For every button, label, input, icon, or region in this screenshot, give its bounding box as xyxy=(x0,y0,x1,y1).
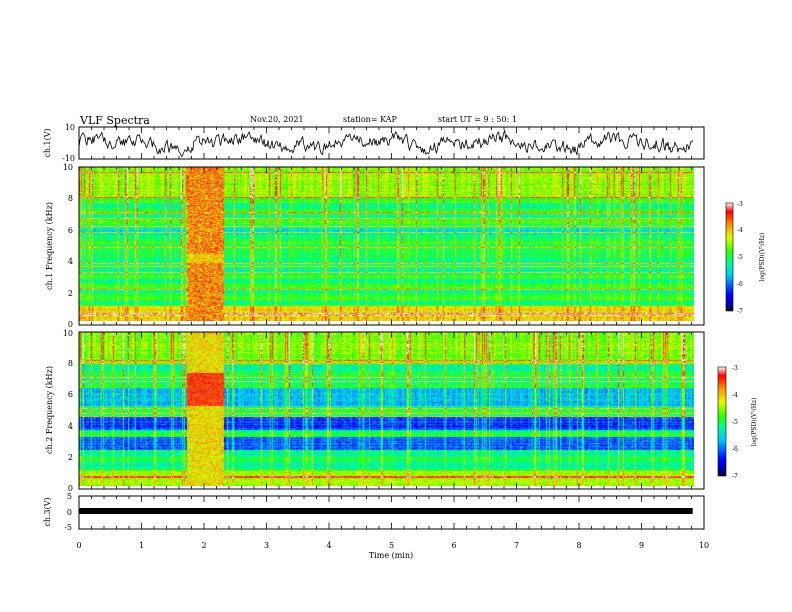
ylabel-ch1-waveform: ch.1(V) xyxy=(43,128,52,157)
station-label: station= KAP xyxy=(343,115,398,124)
ytick-ch1-8: 8 xyxy=(68,194,73,203)
colorbar-ch1-label: log(PSD)(V²/Hz) xyxy=(759,233,766,282)
colorbar-ch2-tick: -6 xyxy=(732,446,738,453)
colorbar-ch1-tick: -4 xyxy=(737,227,743,234)
spectrogram-ch2-image xyxy=(79,332,694,486)
ytick-ch1-0: 0 xyxy=(68,320,73,329)
ytick-ch1-4: 4 xyxy=(68,257,73,266)
date-label: Nov.20, 2021 xyxy=(250,115,304,124)
x-tick-label: 4 xyxy=(326,541,331,550)
ytick-ch1-6: 6 xyxy=(68,226,73,235)
ylabel-ch1-frequency: ch.1 Frequency (kHz) xyxy=(45,202,54,290)
waveform-ch3-ticks xyxy=(78,496,705,529)
ytick-ch2-0: 0 xyxy=(68,484,73,493)
x-tick-label: 1 xyxy=(139,541,144,550)
ytick-ch1-top: 10 xyxy=(65,123,75,132)
colorbar-ch1-tick: -3 xyxy=(737,201,743,208)
colorbar-ch1-tick: -7 xyxy=(737,308,743,315)
colorbar-ch2-tick: -7 xyxy=(732,473,738,480)
x-tick-label: 2 xyxy=(201,541,206,550)
colorbar-ch2-label: log(PSD)(V²/Hz) xyxy=(751,398,758,447)
colorbar-ch2: -3 -4 -5 -6 -7 log(PSD)(V²/Hz) xyxy=(717,365,758,480)
waveform-ch3-panel: 5 0 -5 ch.3(V) 0 1 2 3 4 5 6 7 8 9 10 Time (min) xyxy=(43,492,709,560)
colorbar-ch1: -3 -4 -5 -6 -7 log(PSD)(V²/Hz) xyxy=(725,201,766,315)
ytick-ch3-mid: 0 xyxy=(67,508,72,517)
ytick-ch1-bottom: -10 xyxy=(62,154,75,163)
colorbar-ch2-tick: -3 xyxy=(732,365,738,372)
ytick-ch3-bottom: -5 xyxy=(64,523,72,532)
spectrogram-ch1-image xyxy=(79,167,694,321)
x-tick-label: 3 xyxy=(264,541,269,550)
ytick-ch2-2: 2 xyxy=(68,453,73,462)
ytick-ch2-8: 8 xyxy=(68,359,73,368)
x-axis-label: Time (min) xyxy=(369,551,413,560)
waveform-ch3-trace xyxy=(79,508,693,514)
x-tick-labels: 0 1 2 3 4 5 6 7 8 9 10 xyxy=(76,541,709,550)
ytick-ch2-10: 10 xyxy=(63,329,73,338)
colorbar-ch1-tick: -6 xyxy=(737,281,743,288)
spectrogram-ch1-panel: 0 2 4 6 8 10 ch.1 Frequency (kHz) -3 -4 … xyxy=(45,163,766,329)
ytick-ch1-2: 2 xyxy=(68,289,73,298)
waveform-ch1-line xyxy=(78,130,694,158)
ylabel-ch2-frequency: ch.2 Frequency (kHz) xyxy=(45,366,54,454)
x-tick-label: 7 xyxy=(514,541,519,550)
x-tick-label: 0 xyxy=(76,541,81,550)
ytick-ch3-top: 5 xyxy=(67,492,72,501)
ytick-ch1-10: 10 xyxy=(63,163,73,172)
colorbar-ch1-gradient xyxy=(725,202,734,312)
colorbar-ch2-tick: -5 xyxy=(732,419,738,426)
x-tick-label: 8 xyxy=(576,541,581,550)
spectrogram-ch2-ticks xyxy=(78,332,705,489)
colorbar-ch2-tick: -4 xyxy=(732,392,738,399)
ytick-ch2-6: 6 xyxy=(68,390,73,399)
chart-title: VLF Spectra xyxy=(79,114,150,127)
start-time-label: start UT = 9 : 50: 1 xyxy=(438,115,517,124)
x-tick-label: 6 xyxy=(451,541,456,550)
ytick-ch2-4: 4 xyxy=(68,422,73,431)
x-tick-label: 10 xyxy=(699,541,709,550)
ylabel-ch3-waveform: ch.3(V) xyxy=(43,497,52,526)
colorbar-ch2-gradient xyxy=(717,366,727,477)
colorbar-ch1-tick: -5 xyxy=(737,254,743,261)
waveform-ch1-panel: 10 -10 ch.1(V) xyxy=(43,123,705,163)
x-tick-label: 9 xyxy=(639,541,644,550)
spectrogram-ch1-ticks xyxy=(78,167,705,325)
waveform-ch1-ticks xyxy=(78,127,705,159)
x-tick-label: 5 xyxy=(389,541,394,550)
spectrogram-ch2-panel: 0 2 4 6 8 10 ch.2 Frequency (kHz) -3 -4 … xyxy=(45,329,758,493)
